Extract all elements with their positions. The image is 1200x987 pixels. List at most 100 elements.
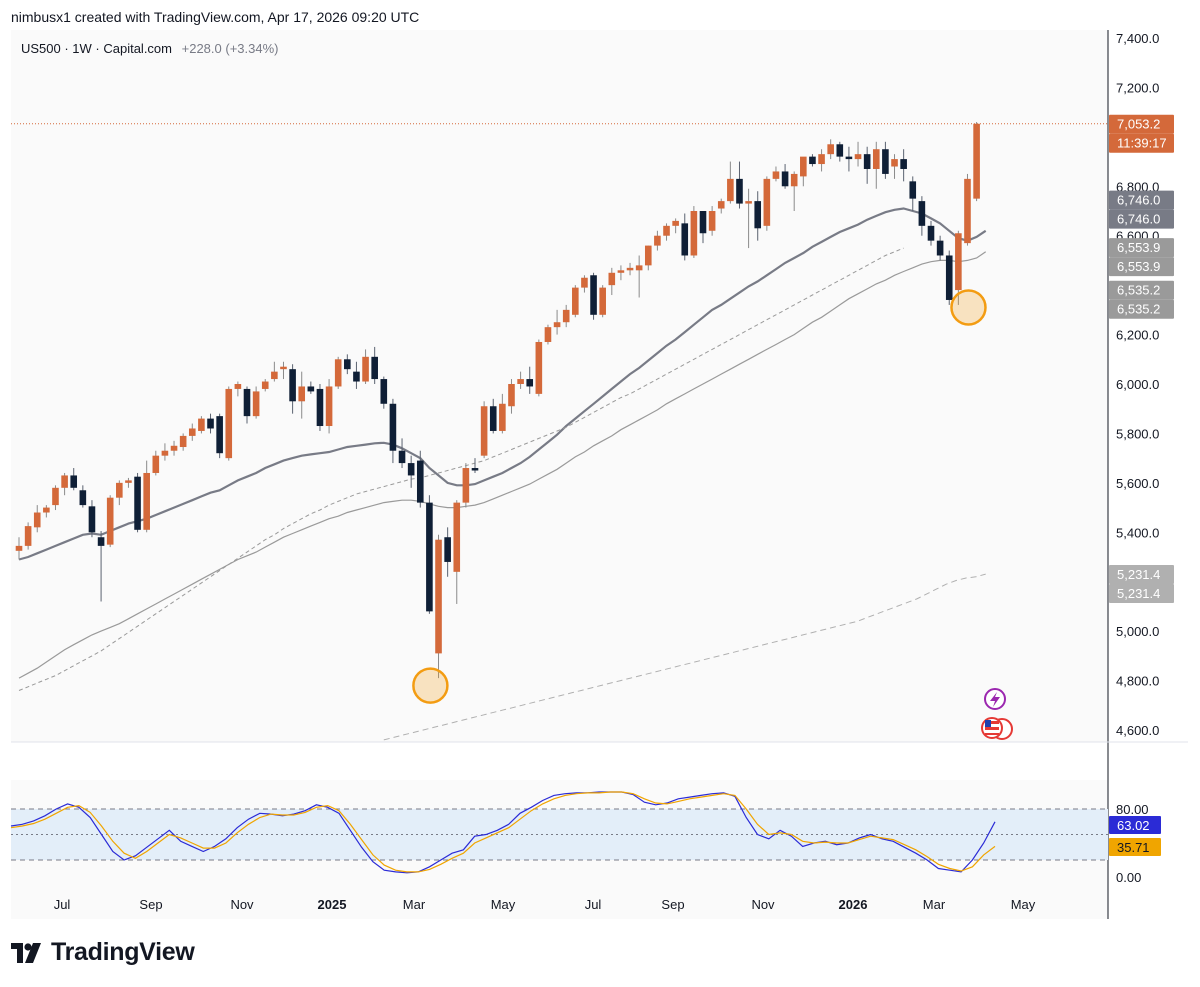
candle-body-77: [717, 201, 725, 209]
candle-body-20: [198, 418, 205, 431]
candle-58: [544, 324, 552, 345]
price-label-0: 7,053.2: [1109, 114, 1174, 134]
main-pane-bg: [11, 30, 1108, 742]
candle-35: [334, 356, 342, 389]
candle-16: [161, 443, 169, 461]
candle-70: [654, 230, 661, 251]
candle-38: [362, 349, 369, 384]
tv-logo-icon: [11, 942, 41, 963]
stoch-value-label-1: 35.71: [1109, 838, 1161, 856]
candle-body-72: [672, 220, 679, 226]
candle-49: [462, 463, 470, 508]
candle-39: [371, 346, 378, 384]
event-icon-lightning[interactable]: [984, 688, 1006, 710]
candle-62: [581, 275, 588, 293]
candle-13: [134, 472, 141, 533]
price-label-text-6: 6,535.2: [1117, 283, 1160, 298]
price-label-7: 6,535.2: [1109, 299, 1174, 319]
time-tick-3: 2025: [318, 897, 347, 912]
price-tick-0: 7,400.0: [1116, 31, 1159, 46]
candle-45: [426, 495, 433, 614]
candle-body-105: [973, 123, 980, 199]
candle-body-8: [88, 506, 96, 533]
price-label-text-2: 6,746.0: [1117, 193, 1160, 208]
stoch-value-text-1: 35.71: [1117, 840, 1150, 855]
price-label-3: 6,746.0: [1109, 209, 1174, 229]
candle-body-18: [179, 435, 187, 448]
price-tick-8: 5,400.0: [1116, 525, 1159, 540]
stoch-value-label-0: 63.02: [1109, 816, 1161, 834]
candle-body-13: [134, 476, 141, 530]
candle-65: [608, 267, 616, 296]
candle-body-66: [617, 270, 625, 273]
candle-body-86: [800, 156, 807, 177]
price-label-text-4: 6,553.9: [1117, 240, 1160, 255]
candle-84: [781, 164, 789, 189]
price-labels: 7,053.2 11:39:17 6,746.0 6,746.0 6,553.9 6,55…: [1109, 114, 1174, 603]
candle-12: [125, 477, 132, 488]
candle-body-49: [462, 468, 470, 503]
time-axis-bg: [11, 887, 1108, 919]
candle-body-64: [599, 287, 606, 315]
candle-26: [252, 386, 260, 419]
candle-22: [216, 413, 223, 459]
price-label-4: 6,553.9: [1109, 238, 1174, 258]
candle-body-45: [426, 502, 433, 612]
candle-body-32: [307, 386, 315, 392]
candle-body-33: [316, 388, 324, 427]
candle-20: [198, 416, 205, 434]
candle-body-96: [891, 159, 898, 167]
price-label-text-9: 5,231.4: [1117, 586, 1160, 601]
candle-body-16: [161, 450, 169, 456]
ma-line-0: [18, 207, 987, 561]
candle-88: [818, 149, 825, 172]
candle-28: [271, 361, 278, 382]
ma-line-1: [18, 251, 987, 679]
candle-body-46: [435, 539, 442, 654]
candle-27: [261, 379, 269, 392]
time-tick-7: Sep: [661, 897, 684, 912]
symbol-title: US500 · 1W · Capital.com: [21, 41, 172, 56]
candle-body-85: [790, 173, 798, 187]
candle-1: [24, 522, 32, 550]
candle-83: [772, 166, 780, 182]
price-tick-9: 5,000.0: [1116, 624, 1159, 639]
price-label-text-0: 7,053.2: [1117, 117, 1160, 132]
candle-body-65: [608, 272, 616, 286]
candle-79: [736, 161, 743, 209]
time-tick-0: Jul: [54, 897, 71, 912]
time-tick-10: Mar: [923, 897, 946, 912]
candle-33: [316, 384, 324, 431]
event-icon-flags[interactable]: [981, 717, 1013, 740]
candle-body-47: [444, 537, 451, 562]
candle-9: [97, 531, 105, 602]
candle-6: [70, 468, 78, 491]
price-label-1: 11:39:17: [1109, 133, 1174, 153]
highlight-circle-1: [950, 289, 987, 326]
candle-93: [863, 146, 871, 184]
stoch-value-text-0: 63.02: [1117, 818, 1150, 833]
price-label-text-8: 5,231.4: [1117, 567, 1160, 582]
candle-body-35: [334, 359, 342, 387]
candle-body-36: [344, 359, 351, 370]
candle-body-94: [872, 149, 880, 169]
price-label-5: 6,553.9: [1109, 257, 1174, 277]
candle-87: [809, 154, 816, 167]
tradingview-logo[interactable]: TradingView: [11, 938, 195, 967]
candle-77: [717, 198, 725, 214]
time-tick-5: May: [491, 897, 516, 912]
candle-47: [444, 527, 451, 577]
candle-body-0: [15, 545, 23, 551]
candle-body-81: [754, 201, 762, 229]
stoch-tick-0: 80.00: [1116, 802, 1149, 817]
price-tick-1: 7,200.0: [1116, 80, 1159, 95]
candle-body-91: [845, 156, 853, 160]
candle-body-43: [407, 463, 415, 476]
candle-body-56: [526, 379, 534, 387]
candle-78: [727, 161, 734, 204]
candle-body-7: [79, 490, 87, 506]
price-label-8: 5,231.4: [1109, 564, 1174, 584]
candle-53: [499, 393, 506, 434]
candle-30: [289, 364, 296, 414]
